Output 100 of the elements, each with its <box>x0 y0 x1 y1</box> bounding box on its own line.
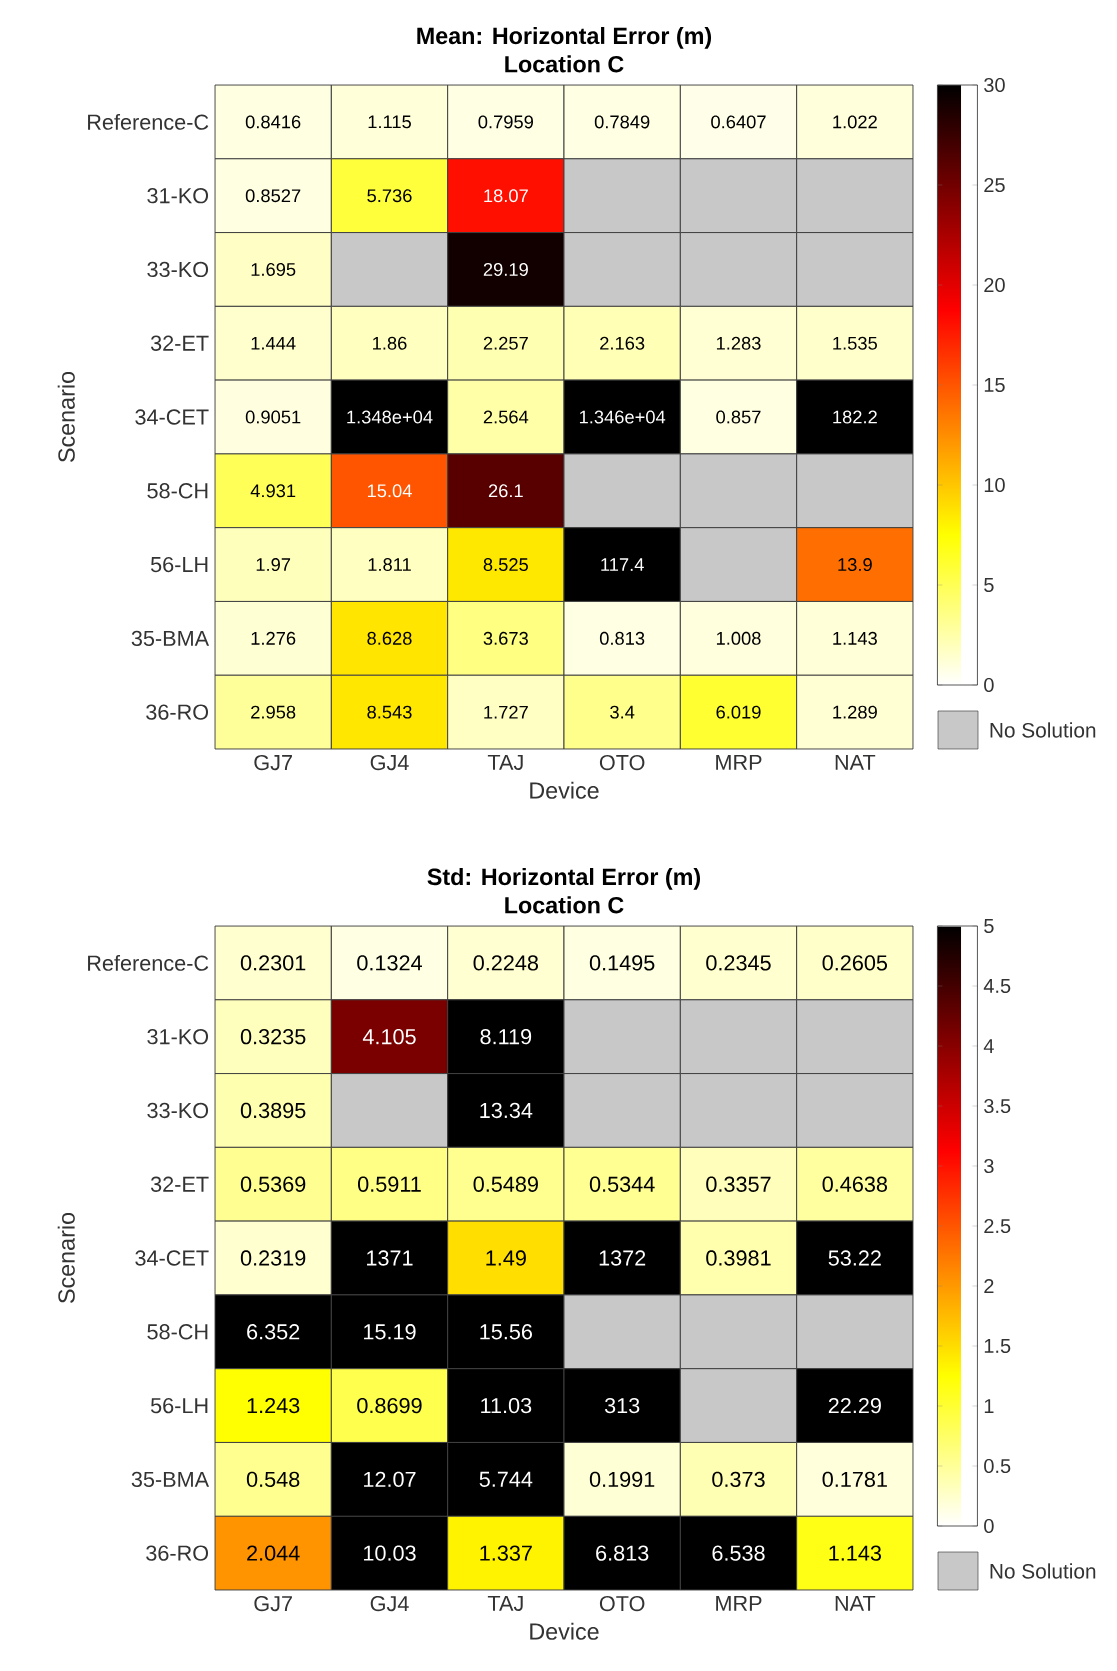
x-tick-label: OTO <box>599 1595 645 1612</box>
x-tick-label: NAT <box>835 1595 876 1611</box>
data-label: 0.8527 <box>245 189 301 203</box>
x-tick-label: GJ4 <box>370 754 409 771</box>
data-label: 182.2 <box>833 410 877 424</box>
x-tick-label: NAT <box>835 754 876 770</box>
data-label: 10.03 <box>364 1545 416 1561</box>
data-label: 2.257 <box>483 336 528 350</box>
data-label: 1.49 <box>486 1250 526 1266</box>
data-label: 0.2301 <box>240 955 306 971</box>
data-label: 22.29 <box>828 1397 881 1414</box>
y-tick-label: 35-BMA <box>131 630 210 646</box>
y-axis-title: Scenario <box>57 371 75 462</box>
data-label: 29.19 <box>483 262 528 276</box>
data-label: 13.34 <box>480 1102 533 1119</box>
y-tick-label: 31-KO <box>147 188 209 204</box>
y-axis-title: Scenario <box>57 1212 75 1303</box>
x-tick-label: MRP <box>716 754 762 770</box>
data-label: 0.2605 <box>822 955 888 971</box>
color-bar-label: 2 <box>984 1279 994 1293</box>
data-label: 1.97 <box>256 558 291 572</box>
color-bar-label: 10 <box>984 477 1005 493</box>
data-label: 0.1991 <box>589 1471 655 1488</box>
x-tick-label: TAJ <box>487 754 523 771</box>
x-axis-title: Device <box>530 1622 599 1640</box>
data-label: 2.958 <box>251 705 296 719</box>
data-label: 15.19 <box>364 1324 416 1340</box>
data-label: 1.337 <box>480 1545 532 1561</box>
y-tick-label: 56-LH <box>150 1397 208 1414</box>
data-label: 1.289 <box>833 705 877 719</box>
x-tick-label: OTO <box>599 754 645 771</box>
y-tick-label: 56-LH <box>150 556 208 573</box>
y-tick-label: Reference-C <box>88 113 209 130</box>
color-bar-label: 3 <box>984 1158 994 1174</box>
y-tick-label: 31-KO <box>147 1029 209 1045</box>
data-label: 0.5911 <box>358 1176 421 1192</box>
data-label: 0.3235 <box>240 1029 306 1045</box>
data-label: 53.22 <box>828 1250 881 1266</box>
data-label: 6.352 <box>247 1324 300 1340</box>
y-tick-label: 32-ET <box>150 335 209 351</box>
data-label: 0.7849 <box>594 115 650 129</box>
y-tick-label: 32-ET <box>150 1176 209 1192</box>
color-bar-label: 0 <box>984 1518 994 1534</box>
x-tick-label: MRP <box>716 1595 762 1611</box>
data-label: 0.1495 <box>589 955 655 971</box>
color-bar-label: 3.5 <box>984 1098 1011 1114</box>
x-tick-label: GJ4 <box>370 1595 409 1612</box>
y-tick-label: 58-CH <box>147 1324 208 1340</box>
data-label: 1.115 <box>368 115 411 129</box>
data-label: 1.811 <box>368 558 411 572</box>
color-bar-label: 4.5 <box>983 979 1011 993</box>
color-bar-label: 2.5 <box>984 1218 1011 1234</box>
y-tick-label: Reference-C <box>88 954 209 971</box>
data-label: 6.538 <box>712 1545 765 1561</box>
data-label: 2.044 <box>247 1545 300 1561</box>
chart-title: Std: Horizontal Error (m) <box>427 867 701 890</box>
color-bar-label: 25 <box>984 177 1005 193</box>
y-tick-label: 33-KO <box>147 261 209 278</box>
data-label: 1372 <box>599 1250 646 1266</box>
data-label: 0.6407 <box>711 115 766 129</box>
y-tick-label: 58-CH <box>147 483 208 499</box>
color-bar-label: 1.5 <box>984 1339 1011 1353</box>
data-label: 1.86 <box>373 336 407 350</box>
data-label: 1.535 <box>833 336 877 350</box>
data-label: 1.276 <box>251 631 296 645</box>
data-label: 2.163 <box>600 336 645 350</box>
data-label: 0.2345 <box>706 955 771 971</box>
data-label: 0.373 <box>712 1471 765 1488</box>
data-label: 1.143 <box>829 1545 881 1561</box>
x-tick-label: GJ7 <box>254 1595 292 1612</box>
data-label: 0.1324 <box>357 955 422 971</box>
data-label: 0.8416 <box>245 115 301 129</box>
text: No Solution <box>990 1563 1096 1579</box>
chart-subtitle: Location C <box>505 896 624 914</box>
data-label: 8.628 <box>367 631 412 645</box>
data-label: 12.07 <box>364 1471 416 1488</box>
data-label: 0.5344 <box>589 1176 655 1192</box>
data-label: 0.2248 <box>473 955 539 971</box>
data-label: 2.564 <box>483 410 529 424</box>
data-label: 0.8699 <box>357 1397 422 1414</box>
data-label: 0.5489 <box>473 1176 538 1192</box>
data-label: 0.813 <box>599 631 645 645</box>
data-label: 0.4638 <box>822 1176 888 1192</box>
data-label: 1.346e+04 <box>579 410 666 424</box>
color-bar-label: 15 <box>984 378 1005 392</box>
data-label: 15.56 <box>480 1324 532 1340</box>
data-label: 13.9 <box>838 558 872 572</box>
color-bar-label: 30 <box>984 77 1005 93</box>
data-label: 4.931 <box>250 484 296 498</box>
y-tick-label: 35-BMA <box>131 1471 210 1488</box>
data-label: 117.4 <box>601 558 644 571</box>
data-label: 1.348e+04 <box>347 410 433 424</box>
data-label: 11.03 <box>481 1397 532 1414</box>
x-axis-title: Device <box>530 781 599 799</box>
color-bar-label: 5 <box>984 578 994 592</box>
color-bar-label: 20 <box>984 277 1005 293</box>
data-label: 0.2319 <box>240 1250 306 1266</box>
x-tick-label: TAJ <box>487 1595 523 1612</box>
color-bar-label: 4 <box>983 1039 994 1053</box>
color-bar-label: 0 <box>984 677 994 693</box>
